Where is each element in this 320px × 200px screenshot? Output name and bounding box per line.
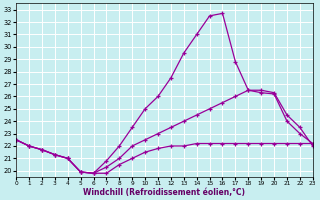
X-axis label: Windchill (Refroidissement éolien,°C): Windchill (Refroidissement éolien,°C) <box>84 188 245 197</box>
